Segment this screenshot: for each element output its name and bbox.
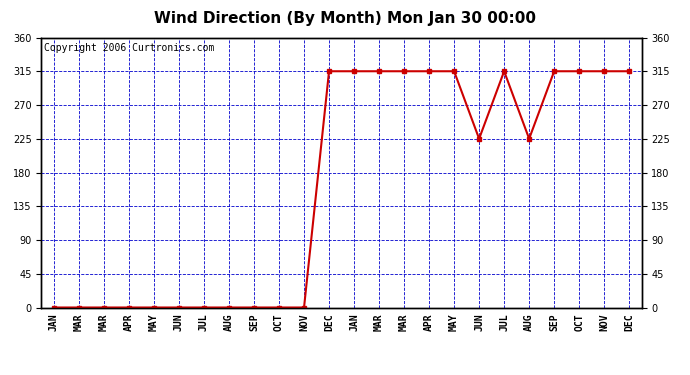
Text: Copyright 2006 Curtronics.com: Copyright 2006 Curtronics.com (44, 43, 215, 53)
Text: Wind Direction (By Month) Mon Jan 30 00:00: Wind Direction (By Month) Mon Jan 30 00:… (154, 11, 536, 26)
